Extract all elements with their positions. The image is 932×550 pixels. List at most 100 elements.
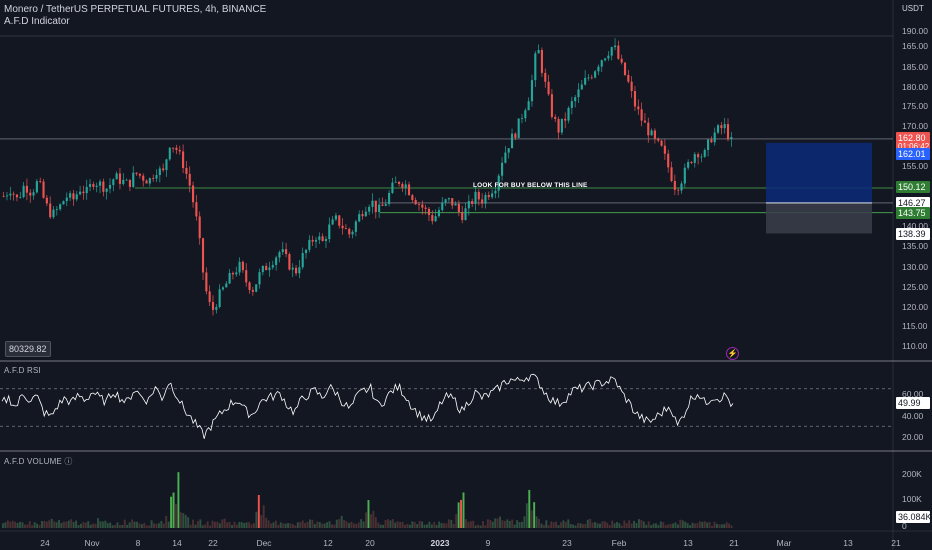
volume-bar: [94, 523, 97, 528]
volume-bar: [579, 523, 582, 528]
volume-bar: [401, 521, 404, 528]
blue-price-label: 162.01: [896, 148, 930, 160]
volume-bar: [411, 521, 414, 528]
candle-body: [291, 267, 294, 270]
candle-body: [501, 162, 504, 176]
volume-value-label: 36.084K: [896, 511, 932, 523]
candle-body: [32, 192, 35, 196]
volume-bar: [79, 523, 82, 528]
candle-body: [215, 307, 218, 310]
candle-body: [707, 139, 710, 150]
candle-body: [258, 272, 261, 285]
volume-bar: [598, 523, 601, 528]
candle-body: [304, 249, 308, 254]
volume-bar: [618, 523, 621, 528]
volume-bar: [345, 521, 348, 528]
volume-bar: [542, 524, 545, 528]
volume-bar: [557, 525, 560, 528]
candle-body: [667, 153, 670, 168]
volume-bar: [384, 520, 387, 528]
price-tick: 165.00: [902, 41, 928, 51]
candle-body: [637, 106, 640, 110]
candle-body: [663, 145, 666, 154]
candle-body: [191, 185, 195, 203]
candle-body: [49, 203, 52, 218]
volume-bar: [413, 521, 416, 528]
volume-bar: [662, 522, 665, 528]
volume-bar: [177, 472, 180, 528]
candle-body: [461, 211, 464, 220]
candle-body: [75, 194, 78, 200]
volume-bar: [170, 496, 173, 528]
candle-body: [102, 181, 105, 192]
candle-body: [653, 130, 656, 139]
volume-bar: [467, 521, 470, 528]
volume-bar: [640, 520, 643, 528]
candle-body: [12, 193, 15, 195]
volume-bar: [408, 524, 411, 528]
white-level-label: 146.27: [896, 197, 930, 209]
candle-body: [145, 180, 148, 184]
volume-bar: [114, 524, 117, 528]
candle-body: [613, 45, 617, 48]
volume-bar: [296, 522, 299, 528]
volume-bar: [486, 519, 489, 528]
candle-body: [331, 219, 334, 225]
candle-body: [647, 122, 650, 136]
candle-body: [700, 156, 703, 158]
volume-bar: [111, 525, 114, 528]
candle-body: [454, 203, 457, 206]
volume-bar: [153, 523, 156, 528]
volume-bar: [289, 523, 292, 528]
volume-bar: [689, 525, 692, 528]
volume-bar: [231, 525, 233, 528]
volume-bar: [291, 524, 294, 528]
price-tick: 110.00: [902, 341, 928, 351]
volume-bar: [508, 520, 511, 528]
price-tick: 185.00: [902, 62, 928, 72]
volume-bar: [343, 520, 346, 528]
candle-body: [112, 179, 115, 186]
candle-body: [308, 239, 311, 250]
volume-bar: [628, 520, 631, 528]
volume-bar: [672, 523, 675, 528]
candle-body: [354, 221, 357, 232]
candle-body: [361, 214, 364, 217]
rsi-tick: 60.00: [902, 389, 924, 399]
candle-body: [494, 190, 497, 194]
volume-bar: [43, 520, 46, 528]
volume-bar: [45, 521, 48, 528]
volume-bar: [447, 519, 450, 528]
stop-zone-box: [766, 202, 872, 234]
volume-bar: [538, 518, 541, 528]
candle-body: [437, 210, 440, 217]
volume-bar: [694, 523, 696, 528]
candle-body: [557, 119, 560, 133]
candle-body: [524, 110, 527, 119]
lightning-icon[interactable]: ⚡: [726, 347, 739, 360]
volume-bar: [625, 523, 628, 528]
candle-body: [544, 72, 547, 82]
candle-body: [683, 167, 686, 184]
volume-bar: [494, 518, 497, 528]
candle-body: [285, 249, 288, 255]
candle-body: [341, 225, 344, 229]
volume-bar: [201, 525, 204, 528]
volume-bar: [257, 495, 260, 528]
candle-body: [474, 191, 477, 205]
volume-bar: [464, 519, 467, 528]
candle-body: [105, 188, 108, 192]
candle-body: [5, 195, 9, 197]
volume-bar: [547, 525, 550, 528]
volume-bar: [38, 525, 41, 528]
candle-body: [633, 91, 637, 107]
candle-body: [115, 173, 118, 180]
volume-bar: [499, 516, 502, 528]
volume-bar: [109, 522, 112, 528]
candle-body: [424, 207, 427, 209]
volume-bar: [167, 521, 170, 528]
volume-bar: [128, 522, 131, 528]
candle-body: [275, 257, 278, 265]
volume-bar: [309, 519, 311, 528]
